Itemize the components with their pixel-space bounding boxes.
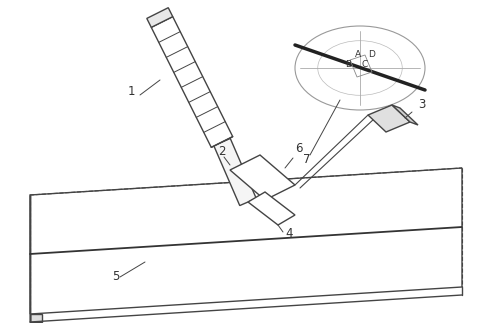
Polygon shape <box>30 168 462 314</box>
Polygon shape <box>214 139 256 205</box>
Text: 3: 3 <box>418 98 425 111</box>
Text: 2: 2 <box>218 145 226 158</box>
Text: A: A <box>355 50 361 59</box>
Polygon shape <box>230 155 295 200</box>
Text: 5: 5 <box>112 270 120 283</box>
Polygon shape <box>30 314 42 322</box>
Text: 7: 7 <box>303 153 311 166</box>
Text: 6: 6 <box>295 142 302 155</box>
Ellipse shape <box>295 26 425 110</box>
Text: D: D <box>368 50 375 59</box>
Text: 1: 1 <box>128 85 135 98</box>
Polygon shape <box>147 8 173 27</box>
Text: 4: 4 <box>285 227 292 240</box>
Text: C: C <box>362 60 368 69</box>
Polygon shape <box>151 16 233 147</box>
Polygon shape <box>248 192 295 225</box>
Polygon shape <box>368 105 410 132</box>
Polygon shape <box>392 105 418 125</box>
Text: B: B <box>345 60 351 69</box>
